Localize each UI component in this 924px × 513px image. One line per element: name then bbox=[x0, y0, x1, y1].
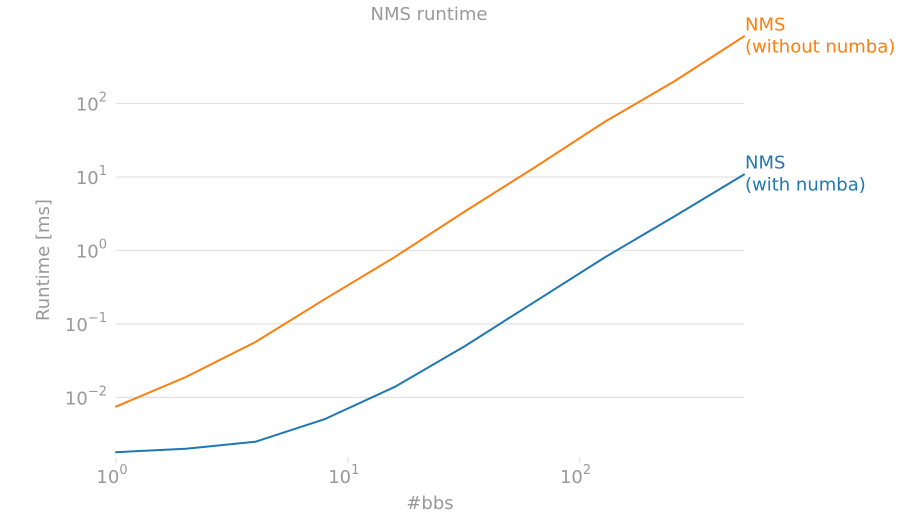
x-tick-exponent: 2 bbox=[583, 463, 591, 478]
x-axis-label: #bbs bbox=[406, 493, 453, 513]
x-tick-exponent: 0 bbox=[119, 463, 127, 478]
y-tick-label: 102 bbox=[76, 90, 107, 115]
y-tick-label: 10−1 bbox=[65, 311, 107, 336]
y-tick-base: 10 bbox=[65, 388, 88, 409]
chart-title: NMS runtime bbox=[370, 4, 487, 25]
series-label-line: NMS bbox=[745, 153, 785, 174]
y-tick-exponent: 2 bbox=[99, 90, 107, 105]
x-tick-base: 10 bbox=[560, 467, 583, 488]
y-tick-base: 10 bbox=[76, 94, 99, 115]
series-label-0: NMS (without numba) bbox=[745, 14, 895, 57]
x-axis: 100 101 102 bbox=[96, 458, 591, 488]
y-tick-exponent: −1 bbox=[88, 311, 107, 326]
series-line-0 bbox=[115, 35, 745, 408]
x-tick-exponent: 1 bbox=[351, 463, 359, 478]
y-tick-exponent: 0 bbox=[99, 237, 107, 252]
y-tick-label: 101 bbox=[76, 164, 107, 189]
series-labels: NMS (without numba)NMS (with numba) bbox=[745, 14, 895, 195]
x-tick-base: 10 bbox=[328, 467, 351, 488]
x-tick-base: 10 bbox=[96, 467, 119, 488]
grid bbox=[116, 102, 744, 399]
y-tick-base: 10 bbox=[76, 168, 99, 189]
series-label-line: (with numba) bbox=[745, 175, 866, 196]
series-label-line: NMS bbox=[745, 14, 785, 35]
x-tick-label: 100 bbox=[96, 463, 127, 488]
series-line-1 bbox=[115, 173, 745, 454]
series-label-line: (without numba) bbox=[745, 36, 895, 57]
series-label-1: NMS (with numba) bbox=[745, 153, 866, 196]
y-tick-label: 100 bbox=[76, 237, 107, 262]
y-tick-exponent: 1 bbox=[99, 164, 107, 179]
y-tick-exponent: −2 bbox=[88, 384, 107, 399]
y-tick-base: 10 bbox=[65, 315, 88, 336]
y-axis-label: Runtime [ms] bbox=[33, 199, 54, 321]
x-tick-label: 101 bbox=[328, 463, 359, 488]
x-tick-label: 102 bbox=[560, 463, 591, 488]
series-lines bbox=[115, 35, 745, 454]
y-tick-base: 10 bbox=[76, 241, 99, 262]
y-tick-label: 10−2 bbox=[65, 384, 107, 409]
